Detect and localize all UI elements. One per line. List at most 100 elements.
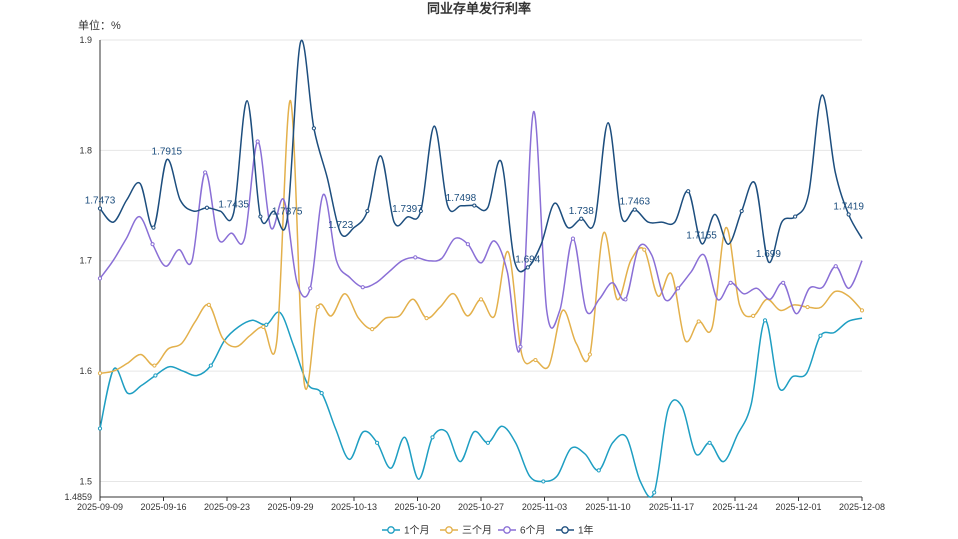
- data-label: 1.7473: [85, 196, 116, 207]
- series-point-3: [204, 205, 210, 210]
- series-point-2: [465, 242, 470, 247]
- series-point-3: [418, 208, 423, 214]
- series-line-2: [99, 110, 863, 353]
- series-point-2: [833, 264, 838, 269]
- x-tick-label: 2025-09-16: [140, 502, 186, 512]
- series-point-0: [485, 440, 491, 445]
- legend-item-0[interactable]: 1个月: [382, 525, 430, 537]
- series-point-3: [632, 207, 637, 212]
- y-tick-label: 1.5: [79, 476, 92, 486]
- series-point-3: [525, 265, 530, 270]
- series-point-0: [153, 373, 158, 378]
- y-tick-label: 1.7: [79, 256, 92, 266]
- series-point-0: [596, 468, 601, 473]
- series-point-0: [264, 322, 269, 327]
- series-line-0: [99, 311, 863, 498]
- legend-swatch-marker: [503, 526, 511, 534]
- series-point-0: [762, 318, 768, 323]
- series-point-2: [623, 297, 628, 302]
- data-label: 1.699: [756, 249, 781, 260]
- series-point-1: [533, 357, 538, 363]
- x-tick-label: 2025-11-10: [585, 502, 630, 512]
- series-point-1: [751, 313, 756, 318]
- series-point-3: [686, 189, 691, 194]
- series-line-1: [99, 99, 863, 391]
- series-point-2: [518, 344, 523, 349]
- series-point-2: [570, 236, 576, 241]
- y-tick-label: 1.9: [79, 35, 92, 45]
- data-label: 1.694: [515, 254, 540, 265]
- legend-swatch-marker: [561, 526, 569, 534]
- data-label: 1.7435: [218, 200, 249, 211]
- legend-item-3[interactable]: 1年: [556, 524, 594, 537]
- series-point-1: [478, 297, 484, 302]
- series-point-3: [793, 214, 798, 219]
- series-point-2: [781, 280, 786, 285]
- legend-swatch-marker: [387, 526, 395, 534]
- x-tick-label: 2025-11-17: [649, 502, 694, 512]
- series-point-0: [652, 490, 657, 495]
- series-point-1: [152, 363, 157, 368]
- series-point-3: [97, 206, 103, 211]
- x-tick-label: 2025-12-08: [839, 502, 885, 512]
- series-point-0: [707, 440, 712, 445]
- data-label: 1.738: [569, 206, 594, 217]
- legend-label: 1年: [578, 524, 594, 537]
- y-min-label: 1.4859: [64, 492, 92, 502]
- data-label: 1.7498: [446, 193, 477, 204]
- series-lines: [97, 39, 865, 498]
- x-tick-label: 2025-10-20: [394, 502, 440, 512]
- series-point-1: [805, 304, 810, 310]
- series-line-3: [99, 39, 863, 273]
- series-point-2: [255, 139, 260, 144]
- legend-label: 三个月: [462, 525, 492, 537]
- series-point-2: [150, 242, 155, 247]
- data-label: 1.7463: [619, 197, 650, 208]
- series-point-0: [541, 479, 546, 484]
- series-point-3: [365, 208, 370, 214]
- x-tick-label: 2025-11-24: [712, 502, 757, 512]
- series-point-2: [203, 170, 208, 175]
- y-tick-label: 1.8: [79, 145, 92, 155]
- series-point-2: [360, 285, 365, 290]
- x-tick-label: 2025-10-13: [331, 502, 377, 512]
- data-label: 1.7155: [686, 231, 717, 242]
- series-point-3: [258, 214, 263, 219]
- series-point-0: [97, 426, 103, 431]
- series-point-3: [151, 225, 156, 230]
- series-point-0: [319, 391, 324, 396]
- y-tick-label: 1.6: [79, 366, 92, 376]
- series-point-2: [413, 255, 418, 260]
- series-point-2: [728, 280, 733, 285]
- series-point-1: [261, 324, 266, 330]
- legend-swatch-marker: [445, 526, 453, 534]
- unit-label: 单位：%: [78, 18, 121, 32]
- series-point-3: [739, 208, 744, 214]
- series-point-0: [208, 363, 213, 368]
- series-point-3: [472, 203, 477, 208]
- series-point-0: [374, 440, 380, 445]
- chart-title: 同业存单发行利率: [427, 1, 531, 16]
- x-tick-label: 2025-11-03: [522, 502, 567, 512]
- series-point-0: [818, 333, 823, 338]
- data-label: 1.7397: [392, 204, 423, 215]
- x-tick-label: 2025-12-01: [775, 502, 821, 512]
- x-tick-label: 2025-10-27: [458, 502, 504, 512]
- data-label: 1.7915: [152, 147, 183, 158]
- data-label: 1.7419: [833, 201, 864, 212]
- series-point-1: [370, 327, 375, 332]
- legend[interactable]: 1个月 三个月 6个月 1年: [382, 524, 594, 537]
- series-point-1: [859, 308, 865, 313]
- series-point-2: [675, 286, 681, 291]
- series-point-1: [206, 302, 211, 307]
- series-point-3: [579, 216, 584, 221]
- data-labels: 1.7473 1.7915 1.7435 1.7375 1.723 1.7397 1.749…: [85, 147, 865, 266]
- series-point-1: [315, 304, 320, 310]
- legend-item-2[interactable]: 6个月: [498, 525, 546, 537]
- legend-label: 1个月: [404, 525, 430, 537]
- legend-item-1[interactable]: 三个月: [440, 525, 492, 537]
- series-point-3: [846, 212, 851, 217]
- grid: [100, 39, 862, 482]
- series-point-1: [587, 352, 592, 357]
